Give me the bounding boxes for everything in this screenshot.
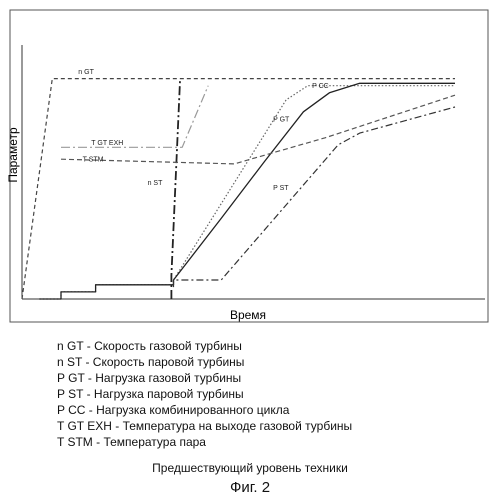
legend-item-n-gt: n GT - Скорость газовой турбины <box>57 338 352 354</box>
series-label-t-gt-exh: T GT EXH <box>91 140 123 147</box>
legend-item-t-stm: T STM - Температура пара <box>57 434 352 450</box>
plot-frame <box>10 10 488 322</box>
series-n-gt-line <box>22 79 455 299</box>
figure-number: Фиг. 2 <box>0 479 500 496</box>
legend-item-p-gt: P GT - Нагрузка газовой турбины <box>57 370 352 386</box>
caption-subtitle: Предшествующий уровень техники <box>0 461 500 475</box>
series-label-t-stm: T STM <box>83 157 104 164</box>
chart: n GTn STP GTP CCP STT GT EXHT STM Время … <box>0 0 500 330</box>
legend-item-p-cc: P CC - Нагрузка комбинированного цикла <box>57 402 352 418</box>
series-label-p-cc: P CC <box>312 83 329 90</box>
series-labels: n GT n ST P GT P CC P ST T GT EXH T STM <box>78 69 328 192</box>
series-layer <box>22 79 455 299</box>
series-t-gt-exh-line <box>61 86 208 148</box>
series-n-st-line <box>171 81 180 299</box>
series-label-p-st: P ST <box>273 185 289 192</box>
series-label-p-gt: P GT <box>273 116 290 123</box>
series-t-stm-line <box>61 95 455 164</box>
legend-item-t-gt-exh: T GT EXH - Температура на выходе газовой… <box>57 418 352 434</box>
series-p-st-line <box>174 107 456 287</box>
x-axis-label: Время <box>230 308 266 322</box>
y-axis-label: Параметр <box>6 127 20 183</box>
series-label-n-gt: n GT <box>78 69 94 76</box>
legend-item-p-st: P ST - Нагрузка паровой турбины <box>57 386 352 402</box>
series-label-n-st: n ST <box>148 180 164 187</box>
series-p-gt-line <box>39 86 455 299</box>
legend-item-n-st: n ST - Скорость паровой турбины <box>57 354 352 370</box>
legend: n GT - Скорость газовой турбины n ST - С… <box>57 338 352 450</box>
